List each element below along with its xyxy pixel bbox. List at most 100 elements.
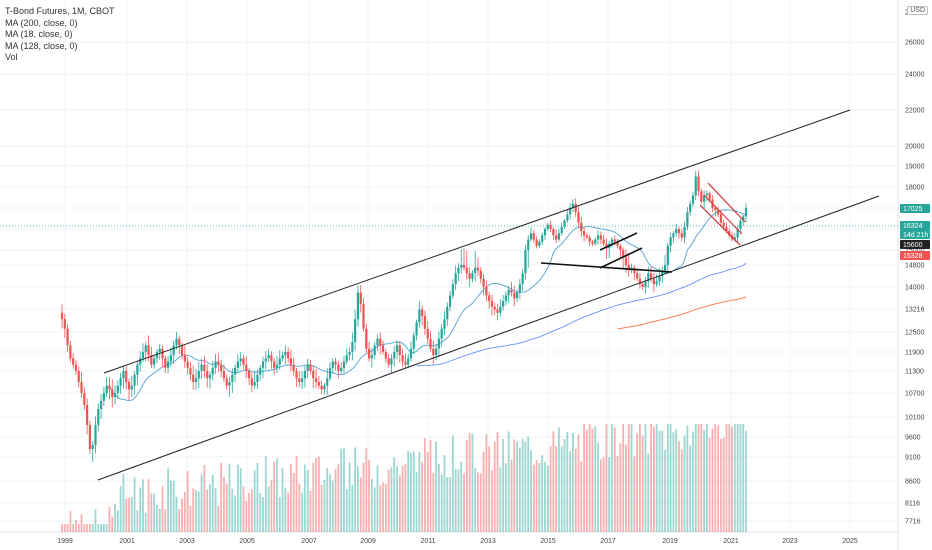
volume-bar <box>521 438 524 532</box>
candle-body <box>418 309 421 323</box>
volume-bar <box>370 479 373 532</box>
candle-body <box>220 364 223 371</box>
volume-bar <box>136 510 139 532</box>
volume-bar <box>373 487 376 532</box>
candle-body <box>633 267 636 274</box>
volume-bar <box>284 487 287 532</box>
candle-body <box>214 361 217 368</box>
volume-bar <box>527 436 530 532</box>
volume-bar <box>736 424 739 532</box>
candle-body <box>158 348 161 352</box>
volume-bar <box>650 424 652 532</box>
volume-bar <box>518 447 521 532</box>
volume-bar <box>443 455 446 532</box>
candle-body <box>716 210 720 215</box>
volume-bar <box>435 441 438 532</box>
ma-128-line[interactable] <box>416 262 747 367</box>
candle-body <box>622 250 625 258</box>
candle-body <box>574 203 577 213</box>
candle-body <box>429 338 432 349</box>
neckline[interactable] <box>540 262 673 273</box>
volume-bar <box>298 483 301 532</box>
volume-bar <box>231 488 234 532</box>
candle-body <box>435 348 438 356</box>
candle-body <box>66 328 69 346</box>
chart-title[interactable]: T-Bond Futures, 1M, CBOT <box>5 6 115 16</box>
flag-line-lower[interactable] <box>599 247 643 269</box>
candle-body <box>652 278 655 285</box>
volume-bar <box>465 440 468 532</box>
price-tick-label: 11900 <box>905 350 924 357</box>
candle-body <box>462 265 466 268</box>
indicator-ma-128[interactable]: MA (128, close, 0) <box>5 40 78 51</box>
candle-body <box>499 306 502 313</box>
candle-body <box>387 358 390 365</box>
recent-channel-upper[interactable] <box>707 182 746 223</box>
candle-body <box>451 284 454 296</box>
candlesticks <box>60 170 748 462</box>
volume-bar <box>164 509 167 532</box>
time-tick-label: 2017 <box>600 538 616 545</box>
volume-bar <box>680 449 683 532</box>
recent-channel-lower[interactable] <box>699 204 741 246</box>
volume-bar <box>446 477 449 532</box>
price-axis[interactable]: 2600024000220002000019000180001700016000… <box>905 10 925 526</box>
volume-bar <box>672 432 675 532</box>
flag-line-upper[interactable] <box>599 232 638 251</box>
candle-body <box>105 385 108 393</box>
volume-bar <box>158 508 161 532</box>
volume-bar <box>306 470 309 532</box>
volume-bar <box>585 429 588 532</box>
channel-lower-line[interactable] <box>97 195 880 481</box>
volume-bar <box>460 461 463 532</box>
volume-bar <box>728 424 731 532</box>
ma-200-line[interactable] <box>617 296 747 330</box>
candle-body <box>527 239 530 250</box>
candle-body <box>588 237 591 242</box>
candle-body <box>666 245 669 265</box>
candle-body <box>233 367 237 375</box>
volume-bar <box>228 463 231 532</box>
price-tag-label: 16324 <box>903 223 923 230</box>
candle-body <box>638 278 642 285</box>
candle-body <box>488 295 491 302</box>
candle-body <box>147 345 150 356</box>
volume-bar <box>365 448 368 532</box>
volume-bar <box>530 450 532 532</box>
volume-bar <box>80 514 83 532</box>
volume-bar <box>63 524 66 532</box>
volume-bar <box>544 462 546 532</box>
volume-bar <box>432 472 435 532</box>
candle-body <box>437 338 440 349</box>
volume-bar <box>669 424 672 532</box>
time-axis[interactable]: 1999 2001 2003 2005 2007 2009 2011 2013 2015 2017… <box>57 538 858 545</box>
volume-bar <box>440 474 443 532</box>
indicator-ma-200[interactable]: MA (200, close, 0) <box>5 17 78 28</box>
price-tick-label: 18000 <box>905 185 925 192</box>
channel-upper-line[interactable] <box>103 109 851 374</box>
volume-bar <box>122 473 125 532</box>
volume-bar <box>412 451 415 532</box>
volume-bar <box>658 430 661 532</box>
candle-body <box>314 378 318 382</box>
indicator-ma-18[interactable]: MA (18, close, 0) <box>5 29 73 39</box>
candle-body <box>178 338 181 346</box>
volume-bar <box>711 428 714 532</box>
currency-button[interactable]: USD <box>907 6 928 15</box>
volume-bar <box>516 441 518 532</box>
candle-body <box>518 284 521 293</box>
volume-bar <box>566 431 569 532</box>
candle-body <box>278 358 281 365</box>
recent-channel-mid[interactable] <box>703 194 743 235</box>
candle-body <box>686 212 689 227</box>
volume-bar <box>267 486 270 532</box>
volume-bar <box>359 477 362 532</box>
candle-body <box>541 235 544 242</box>
volume-bar <box>128 497 130 532</box>
volume-bar <box>343 448 345 532</box>
volume-bar <box>142 479 144 532</box>
volume-bar <box>156 504 158 532</box>
indicator-volume[interactable]: Vol <box>5 52 18 62</box>
price-tick-label: 26000 <box>905 40 925 47</box>
